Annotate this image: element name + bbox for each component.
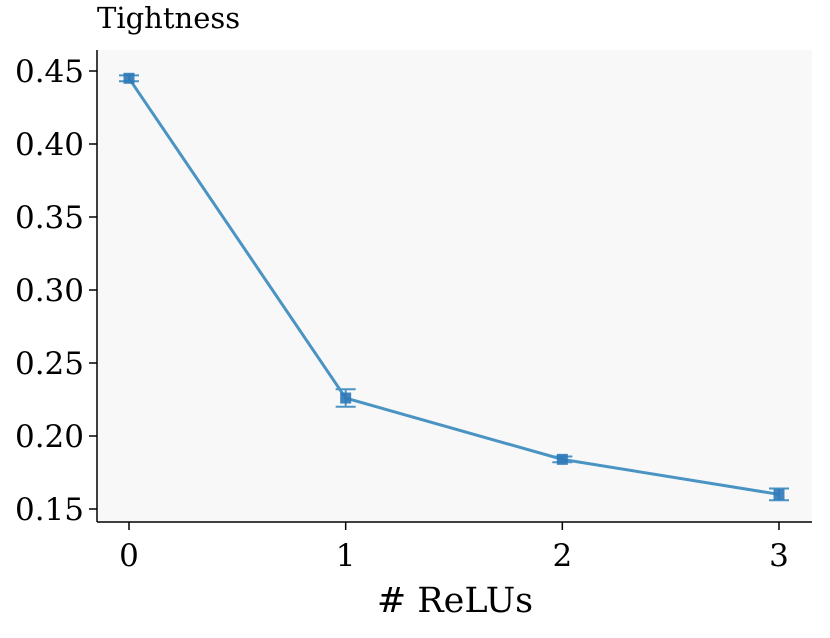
series-line: [127, 77, 780, 496]
data-point: [556, 453, 568, 465]
data-point: [340, 392, 352, 404]
y-tick-label: 0.40: [15, 127, 84, 163]
x-axis: 0 1 2 3: [97, 521, 812, 574]
x-tick-label: 3: [769, 538, 789, 574]
data-point: [773, 488, 785, 500]
y-tick-label: 0.15: [15, 492, 84, 528]
y-tick-label: 0.30: [15, 273, 84, 309]
x-tick-label: 0: [119, 538, 139, 574]
plot-background: [97, 50, 812, 522]
series-layer: [119, 72, 789, 502]
y-tick-label: 0.25: [15, 346, 84, 382]
y-tick-label: 0.20: [15, 419, 84, 455]
x-tick-label: 1: [336, 538, 356, 574]
y-tick-label: 0.45: [15, 54, 84, 90]
x-axis-title: # ReLUs: [377, 581, 533, 621]
data-point: [123, 72, 135, 84]
x-tick-label: 2: [552, 538, 572, 574]
chart-title: Tightness: [97, 1, 240, 35]
y-axis: 0.15 0.20 0.25 0.30 0.35 0.40 0.45: [15, 50, 98, 528]
y-tick-label: 0.35: [15, 200, 84, 236]
